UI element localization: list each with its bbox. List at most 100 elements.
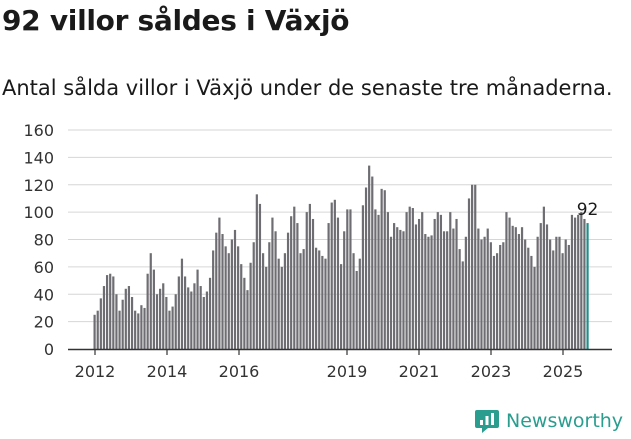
bar: [168, 310, 171, 349]
bar: [352, 253, 355, 349]
bar: [380, 188, 383, 349]
bar: [336, 217, 340, 349]
bar: [361, 205, 365, 349]
bar: [177, 276, 180, 349]
bar: [290, 216, 293, 349]
bar: [346, 209, 349, 349]
bar: [399, 229, 402, 349]
bar: [237, 246, 240, 349]
bar: [227, 253, 230, 349]
bar: [408, 206, 411, 349]
bar: [134, 310, 137, 349]
bar: [502, 242, 505, 349]
bar: [286, 232, 290, 349]
bar: [124, 288, 127, 349]
x-tick-label: 2014: [147, 362, 188, 381]
bar: [296, 223, 299, 349]
bar: [202, 296, 205, 349]
bar: [524, 239, 527, 349]
newsworthy-logo-icon: [475, 410, 499, 433]
bar: [143, 307, 146, 349]
x-tick-label: 2019: [327, 362, 368, 381]
bar: [383, 190, 386, 349]
bar: [489, 242, 492, 349]
bar: [249, 262, 252, 349]
bar: [570, 214, 574, 349]
bar: [374, 209, 377, 349]
bar: [446, 231, 449, 349]
bar: [552, 250, 555, 349]
bar: [405, 212, 408, 349]
y-tick-label: 60: [34, 258, 54, 277]
bar: [580, 212, 583, 349]
bar: [471, 184, 474, 349]
bar: [343, 231, 346, 349]
x-tick-label: 2021: [399, 362, 440, 381]
bar: [414, 224, 418, 349]
bar: [436, 212, 439, 349]
bar: [149, 253, 152, 349]
y-tick-label: 160: [23, 121, 54, 140]
bar: [564, 239, 567, 349]
bar: [99, 298, 102, 349]
bar: [558, 236, 561, 349]
bar: [140, 305, 143, 349]
bar: [190, 291, 193, 349]
x-tick-label: 2012: [75, 362, 116, 381]
bar: [318, 250, 321, 349]
bar: [458, 249, 461, 349]
bar: [305, 212, 308, 349]
bar: [105, 275, 109, 349]
bar: [327, 223, 330, 349]
bar: [283, 253, 287, 349]
bar: [118, 310, 121, 349]
bar: [452, 228, 455, 349]
bar: [180, 258, 184, 349]
bar: [324, 258, 327, 349]
bar: [221, 234, 224, 349]
bar: [561, 253, 564, 349]
bar: [230, 239, 233, 349]
bar: [495, 253, 499, 349]
data-label: 92: [577, 200, 599, 220]
bar: [442, 231, 446, 349]
bar: [349, 209, 352, 349]
bar: [258, 203, 262, 349]
bar: [549, 239, 552, 349]
bar: [486, 228, 489, 349]
bar: [527, 247, 530, 349]
bar: [252, 242, 255, 349]
bar: [152, 269, 155, 349]
page-subtitle: Antal sålda villor i Växjö under de sena…: [2, 76, 613, 100]
brand-name: Newsworthy: [506, 410, 624, 432]
bar: [402, 231, 405, 349]
bar: [483, 236, 486, 349]
bar: [567, 244, 570, 349]
bar: [358, 258, 361, 349]
bar: [321, 255, 324, 349]
bar: [411, 208, 414, 349]
bar: [265, 266, 268, 349]
bar: [155, 294, 159, 349]
bar: [199, 286, 202, 349]
bar: [208, 277, 212, 349]
bar: [355, 270, 358, 349]
bar: [102, 286, 106, 349]
x-tick-label: 2023: [471, 362, 512, 381]
bar: [96, 310, 99, 349]
bar: [377, 214, 380, 349]
bar: [215, 232, 218, 349]
bar: [268, 242, 271, 349]
bar: [511, 225, 514, 349]
bar: [339, 264, 343, 349]
y-tick-label: 20: [34, 313, 54, 332]
bar: [480, 239, 483, 349]
bar: [455, 218, 458, 349]
bar: [421, 212, 424, 349]
bar: [433, 218, 436, 349]
bar: [424, 234, 427, 349]
bar: [240, 264, 243, 349]
bar: [293, 206, 296, 349]
x-tick-label: 2025: [543, 362, 584, 381]
bar: [174, 294, 177, 349]
